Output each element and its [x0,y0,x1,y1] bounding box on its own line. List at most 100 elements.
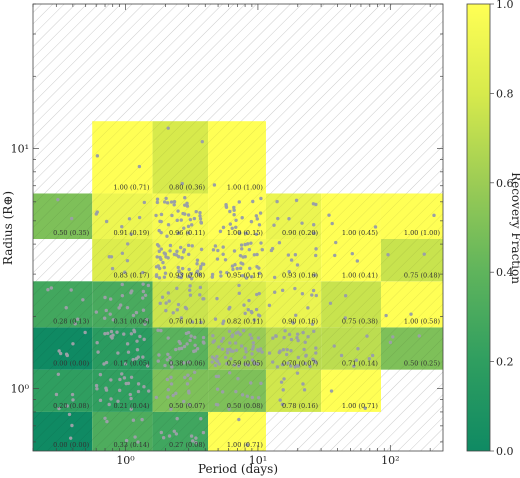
planet-point [241,255,245,259]
heatmap-cell-hatch [208,411,266,451]
planet-point [275,199,279,204]
planet-point [175,416,179,421]
planet-point [228,305,232,310]
planet-point [136,382,141,386]
planet-point [251,341,256,345]
planet-point [177,269,181,274]
planet-point [255,265,259,269]
planet-point [190,244,194,248]
planet-point [167,434,172,438]
planet-point [157,228,161,233]
heatmap-cell-hatch [321,193,381,240]
planet-point [289,364,293,368]
planet-point [54,392,59,397]
cell-label: 1.00 (0.45) [342,229,379,237]
planet-point [215,387,220,391]
planet-point [303,361,307,366]
planet-point [187,402,191,407]
planet-point [183,305,188,310]
planet-point [258,347,263,351]
planet-point [274,334,278,338]
planet-point [187,267,191,272]
planet-point [300,221,304,225]
planet-point [175,249,179,254]
planet-point [250,395,254,400]
planet-point [169,375,173,380]
planet-point [249,336,254,340]
planet-point [275,365,280,369]
heatmap-cell-hatch [208,121,266,194]
planet-point [124,381,128,386]
planet-point [218,270,223,274]
planet-point [308,364,312,369]
planet-point [295,332,300,336]
planet-point [154,395,159,400]
planet-point [225,347,230,352]
planet-point [188,293,193,297]
planet-point [182,226,186,230]
planet-point [165,358,170,362]
heatmap-cell-hatch [92,121,153,194]
planet-point [118,303,123,307]
planet-point [188,284,192,288]
planet-point [250,358,255,362]
planet-point [158,255,162,260]
planet-point [296,338,300,343]
planet-point [289,349,293,353]
planet-point [240,247,244,251]
planet-point [310,293,314,297]
planet-point [164,255,168,259]
cell-label: 0.78 (0.16) [282,402,319,410]
planet-point [296,355,301,360]
planet-point [64,306,68,310]
planet-point [146,283,151,288]
colorbar-tick-label: 0.8 [496,87,514,100]
planet-point [199,247,204,252]
planet-point [182,361,186,365]
planet-point [230,334,234,339]
planet-point [210,360,214,364]
planet-point [285,347,289,352]
planet-point [70,423,74,428]
planet-point [370,353,375,358]
planet-point [94,310,99,314]
planet-point [391,335,395,339]
planet-point [159,430,164,435]
y-tick-label: 10⁰ [11,383,30,396]
planet-point [221,252,225,256]
planet-point [272,275,277,280]
planet-point [255,217,260,221]
planet-point [243,346,248,351]
planet-point [198,217,203,221]
planet-point [65,353,70,358]
planet-point [232,205,236,210]
planet-point [69,216,74,221]
planet-point [141,296,145,300]
planet-point [102,316,107,320]
planet-point [343,294,348,298]
planet-point [306,306,310,310]
planet-point [159,212,164,217]
planet-point [145,364,150,368]
planet-point [225,270,229,275]
planet-point [123,270,127,274]
cell-label: 0.21 (0.04) [113,402,150,410]
planet-point [183,203,187,207]
planet-point [295,371,300,375]
planet-point [352,364,356,368]
planet-point [356,347,360,351]
planet-point [259,196,263,201]
planet-point [238,231,242,235]
cell-label: 1.00 (1.00) [404,229,441,237]
planet-point [123,362,128,366]
planet-point [57,349,61,353]
planet-point [250,310,254,315]
planet-point [109,397,113,401]
planet-point [137,215,142,220]
planet-point [198,214,202,218]
cell-label: 0.70 (0.07) [282,360,319,368]
planet-point [229,357,233,361]
planet-point [192,370,197,374]
colorbar-gradient [466,3,491,452]
planet-point [216,248,220,253]
